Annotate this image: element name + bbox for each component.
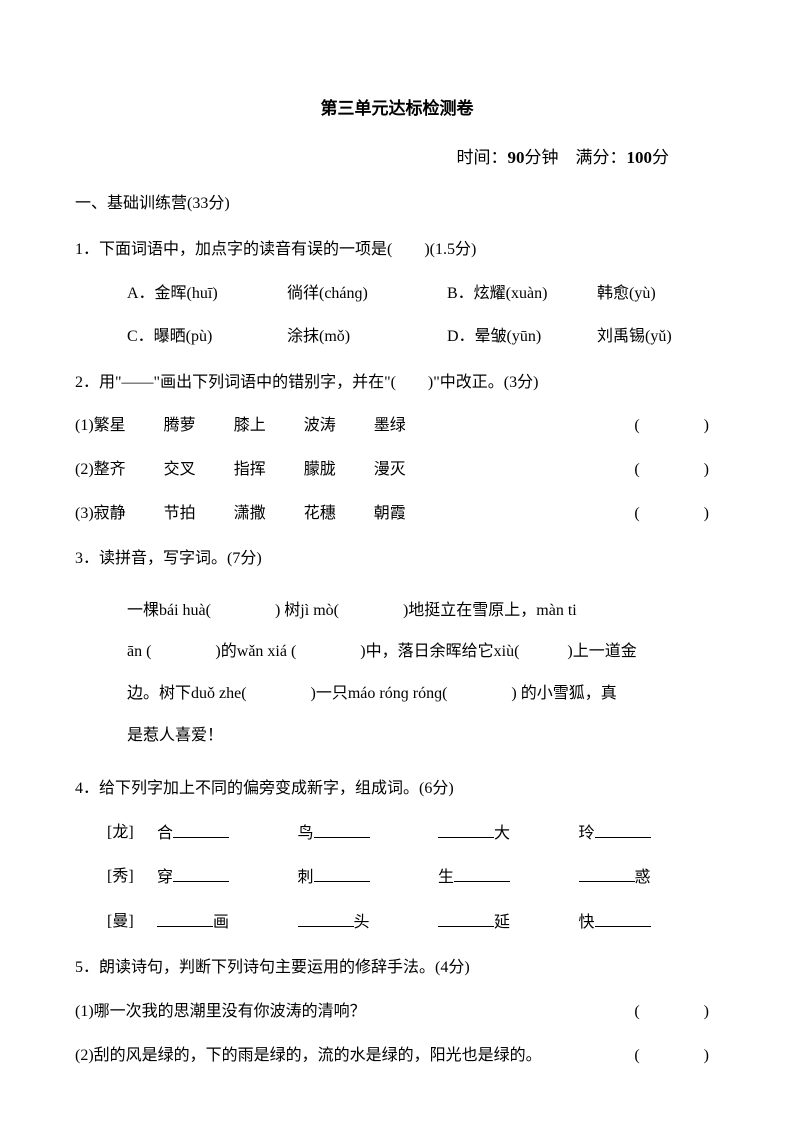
- q2-sub-left: (3)寂静节拍潇撒花穗朝霞: [75, 501, 634, 527]
- full-unit: 分: [652, 148, 669, 167]
- q4-item: 惑: [579, 864, 720, 891]
- exam-meta: 时间：90分钟 满分：100分: [75, 144, 719, 171]
- q4-row: [曼]画头延快: [75, 909, 719, 936]
- time-label: 时间：: [457, 148, 508, 167]
- q5-sub-text: (2)刮的风是绿的，下的雨是绿的，流的水是绿的，阳光也是绿的。: [75, 1043, 542, 1069]
- fill-blank[interactable]: [438, 909, 494, 927]
- q5-sub-item: (2)刮的风是绿的，下的雨是绿的，流的水是绿的，阳光也是绿的。 ( ): [75, 1043, 719, 1069]
- answer-blank[interactable]: ( ): [634, 501, 709, 527]
- q2-sub-item: (1)繁星腾萝膝上波涛墨绿( ): [75, 413, 719, 439]
- question-4: 4．给下列字加上不同的偏旁变成新字，组成词。(6分) [龙]合鸟大玲 [秀]穿刺生…: [75, 776, 719, 935]
- q3-line1: 一棵bái huà( ) 树jì mò( )地挺立在雪原上，màn ti: [127, 590, 719, 632]
- q1-opt-b2: 韩愈(yù): [597, 281, 719, 307]
- full-value: 100: [627, 148, 653, 167]
- q4-item: 穿: [157, 864, 298, 891]
- answer-blank[interactable]: ( ): [634, 413, 709, 439]
- fill-blank[interactable]: [595, 820, 651, 838]
- q4-char: [曼]: [107, 909, 157, 936]
- q4-char: [秀]: [107, 864, 157, 891]
- q1-opt-d2: 刘禹锡(yǔ): [597, 324, 719, 350]
- q4-item: 延: [438, 909, 579, 936]
- fill-blank[interactable]: [454, 864, 510, 882]
- fill-blank[interactable]: [298, 909, 354, 927]
- q4-row: [龙]合鸟大玲: [75, 820, 719, 847]
- full-label: 满分：: [576, 148, 627, 167]
- q1-options: A．金晖(huī) 徜徉(chánɡ) B．炫耀(xuàn) 韩愈(yù) C．…: [75, 281, 719, 350]
- q4-item: 生: [438, 864, 579, 891]
- q1-opt-d1: D．晕皱(yūn): [447, 324, 597, 350]
- q3-line2: ān ( )的wǎn xiá ( )中，落日余晖给它xiù( )上一道金: [127, 631, 719, 673]
- q2-sub-left: (1)繁星腾萝膝上波涛墨绿: [75, 413, 634, 439]
- q3-text: 3．读拼音，写字词。(7分): [75, 546, 719, 572]
- answer-blank[interactable]: ( ): [634, 1043, 709, 1069]
- q3-line4: 是惹人喜爱！: [127, 715, 719, 757]
- answer-blank[interactable]: ( ): [634, 457, 709, 483]
- question-2: 2．用"——"画出下列词语中的错别字，并在"( )"中改正。(3分) (1)繁星…: [75, 370, 719, 526]
- q1-opt-b1: B．炫耀(xuàn): [447, 281, 597, 307]
- q3-line3: 边。树下duǒ zhe( )一只máo rónɡ rónɡ( ) 的小雪狐，真: [127, 673, 719, 715]
- q4-item: 头: [298, 909, 439, 936]
- q3-body: 一棵bái huà( ) 树jì mò( )地挺立在雪原上，màn ti ān …: [75, 590, 719, 756]
- question-5: 5．朗读诗句，判断下列诗句主要运用的修辞手法。(4分) (1)哪一次我的思潮里没…: [75, 955, 719, 1068]
- q2-sub-item: (2)整齐交叉指挥朦胧漫灭( ): [75, 457, 719, 483]
- q1-opt-a1: A．金晖(huī): [127, 281, 287, 307]
- page-title: 第三单元达标检测卷: [75, 95, 719, 122]
- fill-blank[interactable]: [438, 820, 494, 838]
- fill-blank[interactable]: [579, 864, 635, 882]
- q4-char: [龙]: [107, 820, 157, 847]
- q2-sub-item: (3)寂静节拍潇撒花穗朝霞( ): [75, 501, 719, 527]
- q4-item: 刺: [298, 864, 439, 891]
- q2-text: 2．用"——"画出下列词语中的错别字，并在"( )"中改正。(3分): [75, 370, 719, 396]
- time-unit: 分钟: [525, 148, 559, 167]
- time-value: 90: [508, 148, 525, 167]
- q4-item: 合: [157, 820, 298, 847]
- q1-opt-c2: 涂抹(mǒ): [287, 324, 447, 350]
- q4-item: 鸟: [298, 820, 439, 847]
- fill-blank[interactable]: [173, 820, 229, 838]
- q1-opt-c1: C．曝晒(pù): [127, 324, 287, 350]
- question-1: 1．下面词语中，加点字的读音有误的一项是( )(1.5分) A．金晖(huī) …: [75, 237, 719, 350]
- q4-row: [秀]穿刺生惑: [75, 864, 719, 891]
- q5-text: 5．朗读诗句，判断下列诗句主要运用的修辞手法。(4分): [75, 955, 719, 981]
- fill-blank[interactable]: [595, 909, 651, 927]
- q4-item: 快: [579, 909, 720, 936]
- answer-blank[interactable]: ( ): [634, 999, 709, 1025]
- q4-text: 4．给下列字加上不同的偏旁变成新字，组成词。(6分): [75, 776, 719, 802]
- q4-item: 玲: [579, 820, 720, 847]
- q2-sub-left: (2)整齐交叉指挥朦胧漫灭: [75, 457, 634, 483]
- q4-item: 大: [438, 820, 579, 847]
- q5-sub-text: (1)哪一次我的思潮里没有你波涛的清响？: [75, 999, 366, 1025]
- q4-item: 画: [157, 909, 298, 936]
- fill-blank[interactable]: [314, 820, 370, 838]
- fill-blank[interactable]: [173, 864, 229, 882]
- q1-opt-a2: 徜徉(chánɡ): [287, 281, 447, 307]
- fill-blank[interactable]: [157, 909, 213, 927]
- section-heading: 一、基础训练营(33分): [75, 191, 719, 217]
- question-3: 3．读拼音，写字词。(7分) 一棵bái huà( ) 树jì mò( )地挺立…: [75, 546, 719, 756]
- fill-blank[interactable]: [314, 864, 370, 882]
- q1-text: 1．下面词语中，加点字的读音有误的一项是( )(1.5分): [75, 237, 719, 263]
- q5-sub-item: (1)哪一次我的思潮里没有你波涛的清响？ ( ): [75, 999, 719, 1025]
